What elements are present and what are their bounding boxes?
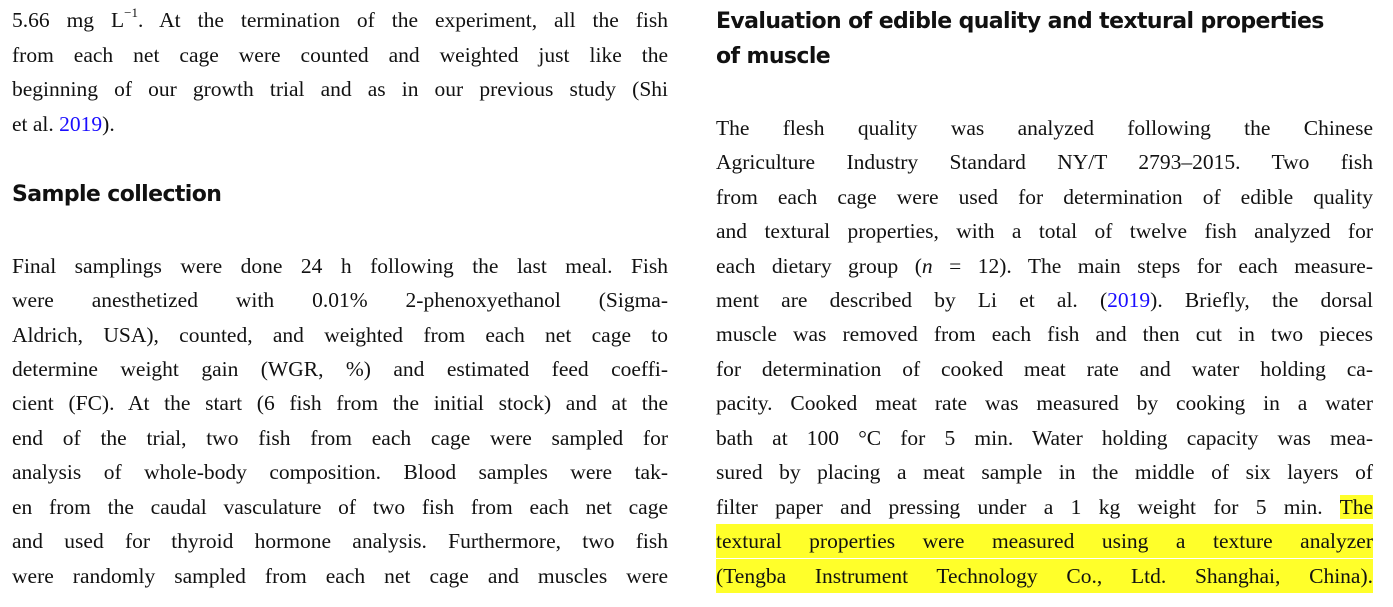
citation-link[interactable]: 2019 bbox=[1107, 288, 1151, 312]
text: = 12). The main steps for each measure- bbox=[932, 254, 1373, 278]
highlighted-text: The bbox=[1339, 495, 1373, 519]
text-line: and textural properties, with a total of… bbox=[716, 219, 1373, 243]
text-line: each dietary group (n = 12). The main st… bbox=[716, 249, 1373, 283]
text: ment are described by Li et al. ( bbox=[716, 288, 1108, 312]
text-line: from each net cage were counted and weig… bbox=[12, 43, 668, 67]
text-line: en from the caudal vasculature of two fi… bbox=[12, 495, 668, 519]
text-line: analysis of whole-body composition. Bloo… bbox=[12, 460, 668, 484]
text-line: cient (FC). At the start (6 fish from th… bbox=[12, 391, 668, 415]
text: 5.66 mg L bbox=[12, 8, 125, 32]
text-line: were anesthetized with 0.01% 2-phenoxyet… bbox=[12, 288, 668, 312]
text: et al. bbox=[12, 112, 60, 136]
text-line: for determination of cooked meat rate an… bbox=[716, 357, 1373, 381]
text: . At the termination of the experiment, … bbox=[138, 8, 668, 32]
section-heading: Sample collection bbox=[12, 182, 222, 207]
section-heading: Evaluation of edible quality and textura… bbox=[716, 9, 1324, 34]
text-line: ment are described by Li et al. (2019). … bbox=[716, 283, 1373, 317]
text-line: and used for thyroid hormone analysis. F… bbox=[12, 529, 668, 553]
text-line: textural properties were measured using … bbox=[716, 524, 1373, 558]
text-line: beginning of our growth trial and as in … bbox=[12, 77, 668, 101]
text-line: muscle was removed from each fish and th… bbox=[716, 322, 1373, 346]
citation-link[interactable]: 2019 bbox=[59, 112, 103, 136]
text: filter paper and pressing under a 1 kg w… bbox=[716, 495, 1340, 519]
highlighted-text: (Tengba Instrument Technology Co., Ltd. … bbox=[716, 559, 1373, 593]
text-line: from each cage were used for determinati… bbox=[716, 185, 1373, 209]
text: each dietary group ( bbox=[716, 254, 922, 278]
section-heading: of muscle bbox=[716, 44, 831, 69]
text-line: 5.66 mg L−1. At the termination of the e… bbox=[12, 3, 668, 37]
text-line: (Tengba Instrument Technology Co., Ltd. … bbox=[716, 559, 1373, 593]
text: ). Briefly, the dorsal bbox=[1150, 288, 1373, 312]
superscript: −1 bbox=[124, 5, 138, 20]
text: ). bbox=[102, 112, 115, 136]
text-line: et al. 2019). bbox=[12, 107, 668, 141]
text-line: bath at 100 °C for 5 min. Water holding … bbox=[716, 426, 1373, 450]
text-line: were randomly sampled from each net cage… bbox=[12, 564, 668, 588]
text-line: end of the trial, two fish from each cag… bbox=[12, 426, 668, 450]
text-line: The flesh quality was analyzed following… bbox=[716, 116, 1373, 140]
highlighted-text: textural properties were measured using … bbox=[716, 524, 1373, 558]
text-line: determine weight gain (WGR, %) and estim… bbox=[12, 357, 668, 381]
text-line: sured by placing a meat sample in the mi… bbox=[716, 460, 1373, 484]
text-line: Aldrich, USA), counted, and weighted fro… bbox=[12, 323, 668, 347]
text-line: Agriculture Industry Standard NY/T 2793–… bbox=[716, 150, 1373, 174]
text-line: filter paper and pressing under a 1 kg w… bbox=[716, 490, 1373, 524]
italic-variable: n bbox=[921, 254, 933, 278]
text-line: pacity. Cooked meat rate was measured by… bbox=[716, 391, 1373, 415]
text-line: Final samplings were done 24 h following… bbox=[12, 254, 668, 278]
